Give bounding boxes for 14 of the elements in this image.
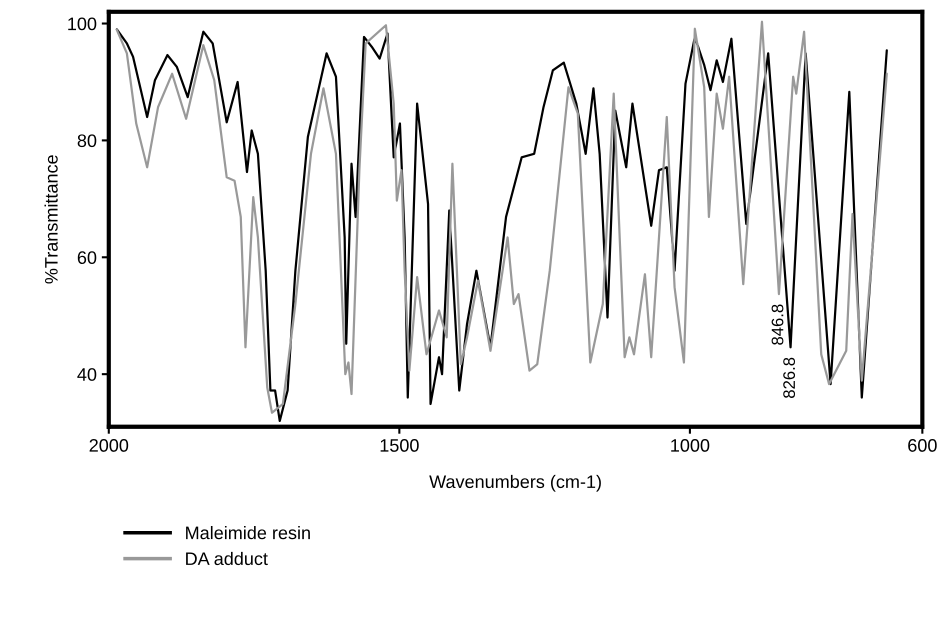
x-axis-title: Wavenumbers (cm-1): [429, 474, 601, 492]
annotation: 846.8: [772, 304, 784, 345]
y-tick-label: 100: [68, 17, 96, 30]
x-tick-label: 2000: [90, 439, 128, 452]
legend-label: Maleimide resin: [186, 526, 310, 540]
y-axis-title: %Transmittance: [44, 155, 58, 284]
annotation: 826.8: [783, 358, 796, 398]
y-tick-label: 80: [78, 134, 96, 148]
y-tick-label: 40: [77, 368, 96, 381]
x-tick-label: 1000: [671, 439, 710, 452]
y-tick-label: 60: [78, 251, 96, 264]
x-tick-label: 600: [908, 439, 937, 452]
legend-label: DA adduct: [186, 552, 268, 566]
x-tick-label: 1500: [380, 439, 419, 452]
